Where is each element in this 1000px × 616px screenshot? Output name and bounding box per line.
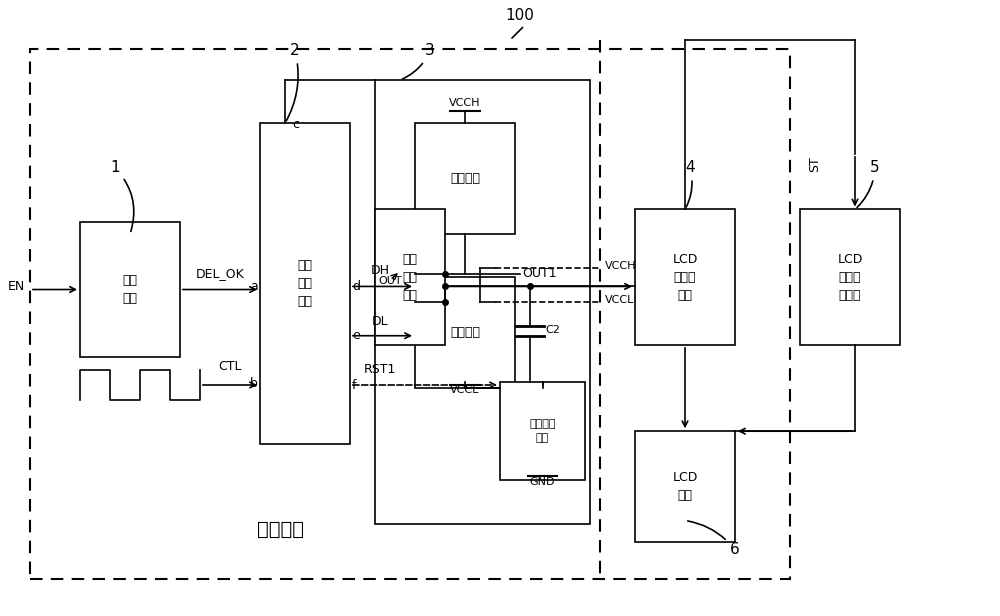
FancyBboxPatch shape [260,123,350,444]
Text: 100: 100 [506,8,534,38]
Text: a: a [250,280,258,293]
FancyBboxPatch shape [800,209,900,345]
Text: e: e [352,329,360,342]
Text: OUT1: OUT1 [523,267,557,280]
Text: VCCL: VCCL [605,295,634,305]
Text: VCCL: VCCL [450,385,480,395]
Text: b: b [250,376,258,390]
Text: RST1: RST1 [364,363,396,376]
Text: 1: 1 [110,161,134,232]
FancyBboxPatch shape [415,123,515,234]
FancyBboxPatch shape [635,431,735,542]
Text: C2: C2 [545,325,560,334]
FancyBboxPatch shape [30,49,790,579]
Text: d: d [352,280,360,293]
Text: DEL_OK: DEL_OK [196,267,244,280]
Text: 4: 4 [685,161,695,207]
FancyBboxPatch shape [375,80,590,524]
Text: CTL: CTL [218,360,242,373]
Text: 使能控制
电路: 使能控制 电路 [529,419,556,443]
FancyBboxPatch shape [80,222,180,357]
Text: 放电电路: 放电电路 [450,326,480,339]
Text: LCD
门驱动
模块: LCD 门驱动 模块 [672,253,698,302]
Text: 比较
模块: 比较 模块 [122,274,138,305]
FancyBboxPatch shape [500,382,585,480]
Text: VCCH: VCCH [449,98,481,108]
Text: 5: 5 [857,161,880,208]
Text: 2: 2 [286,44,300,121]
Text: 6: 6 [688,521,740,557]
Text: 输入
控制
模块: 输入 控制 模块 [298,259,312,308]
Text: LCD
数据驱
动模块: LCD 数据驱 动模块 [837,253,863,302]
Text: 充电电路: 充电电路 [450,172,480,185]
Text: 3: 3 [403,44,435,79]
Text: DH: DH [370,264,390,277]
Text: DL: DL [372,315,388,328]
Text: 输出
控制
模块: 输出 控制 模块 [403,253,418,302]
Text: ST: ST [808,156,822,172]
FancyBboxPatch shape [375,209,445,345]
Text: c: c [292,118,299,131]
Text: LCD
面板: LCD 面板 [672,471,698,502]
Text: OUT: OUT [378,277,402,286]
Text: VCCH: VCCH [605,261,637,271]
FancyBboxPatch shape [415,277,515,388]
Text: EN: EN [8,280,25,293]
Text: 控制电路: 控制电路 [256,521,304,539]
FancyBboxPatch shape [635,209,735,345]
Text: f: f [352,378,356,392]
Text: GND: GND [530,477,555,487]
